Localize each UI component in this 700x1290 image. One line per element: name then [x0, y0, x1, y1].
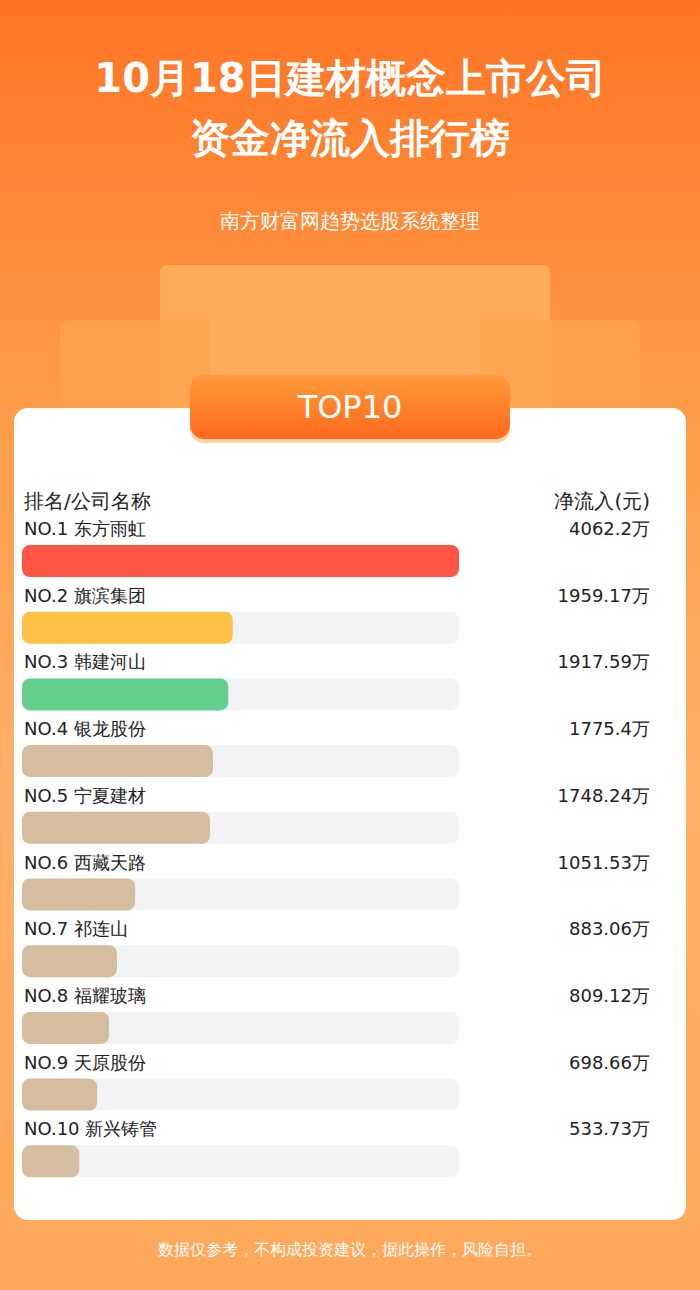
svg-text:NO.3 韩建河山: NO.3 韩建河山	[24, 651, 146, 672]
svg-text:1051.53万: 1051.53万	[558, 852, 650, 873]
svg-text:4062.2万: 4062.2万	[569, 518, 650, 539]
svg-text:1959.17万: 1959.17万	[558, 585, 650, 606]
svg-text:1917.59万: 1917.59万	[558, 651, 650, 672]
svg-text:698.66万: 698.66万	[569, 1052, 650, 1073]
html-text:南方财富网趋势选股系统整理: 南方财富网趋势选股系统整理	[220, 209, 480, 233]
svg-text:NO.2 旗滨集团: NO.2 旗滨集团	[24, 585, 146, 606]
svg-text:NO.4 银龙股份: NO.4 银龙股份	[24, 718, 146, 739]
svg-text:1748.24万: 1748.24万	[558, 785, 650, 806]
html-text:数据仅参考，不构成投资建议，据此操作，风险自担。: 数据仅参考，不构成投资建议，据此操作，风险自担。	[158, 1240, 542, 1259]
svg-text:NO.6 西藏天路: NO.6 西藏天路	[24, 852, 146, 873]
svg-text:NO.1 东方雨虹: NO.1 东方雨虹	[24, 518, 146, 539]
svg-text:1775.4万: 1775.4万	[569, 718, 650, 739]
html-text:净流入(元): 净流入(元)	[554, 489, 650, 513]
html-text:排名/公司名称: 排名/公司名称	[24, 489, 151, 513]
svg-text:NO.9 天原股份: NO.9 天原股份	[24, 1052, 146, 1073]
html-text:TOP10: TOP10	[297, 388, 403, 426]
svg-text:883.06万: 883.06万	[569, 918, 650, 939]
svg-text:NO.7 祁连山: NO.7 祁连山	[24, 918, 128, 939]
svg-text:NO.10 新兴铸管: NO.10 新兴铸管	[24, 1118, 157, 1139]
html-text:10月18日建材概念上市公司资金净流入排行榜: 10月18日建材概念上市公司资金净流入排行榜	[94, 55, 606, 161]
svg-text:NO.5 宁夏建材: NO.5 宁夏建材	[24, 785, 146, 806]
svg-text:NO.8 福耀玻璃: NO.8 福耀玻璃	[24, 985, 146, 1006]
svg-text:809.12万: 809.12万	[569, 985, 650, 1006]
svg-text:533.73万: 533.73万	[569, 1118, 650, 1139]
